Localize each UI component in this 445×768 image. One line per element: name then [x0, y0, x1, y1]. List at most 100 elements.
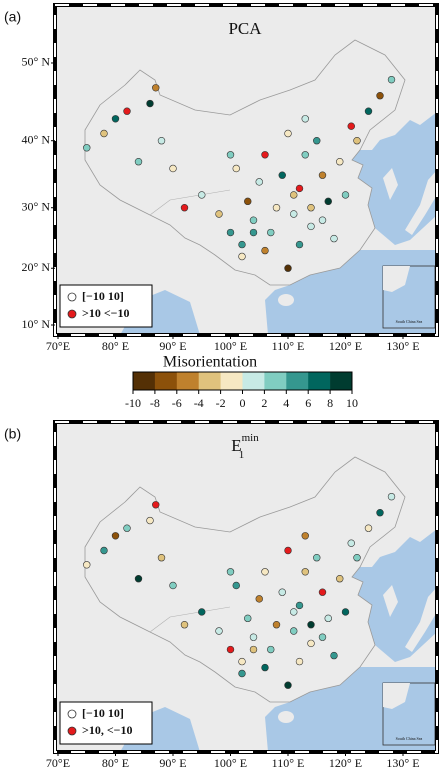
station: [278, 588, 286, 596]
station: [330, 234, 338, 243]
station: [364, 524, 373, 532]
station: [152, 84, 160, 92]
station: [157, 554, 166, 562]
station: [301, 115, 309, 123]
colorbar-tick-label: -6: [172, 396, 182, 410]
station: [146, 516, 154, 525]
station: [376, 92, 384, 100]
legend-marker: [67, 726, 77, 736]
lon-tick-label: 100° E: [214, 339, 247, 353]
station: [169, 164, 177, 173]
lon-tick-label: 80° E: [102, 756, 129, 768]
station: [249, 228, 258, 237]
station: [301, 151, 309, 159]
colorbar-bin: [198, 372, 221, 390]
station: [238, 240, 246, 249]
station: [353, 554, 361, 562]
station: [169, 581, 177, 590]
lat-tick-label: 10° N: [22, 317, 51, 331]
station: [376, 509, 384, 517]
station: [347, 122, 355, 130]
station: [307, 621, 315, 629]
station: [198, 608, 206, 616]
colorbar-tick-label: 6: [305, 396, 311, 410]
station: [290, 191, 298, 199]
station: [111, 115, 120, 123]
lon-tick-label: 90° E: [159, 756, 186, 768]
station: [100, 546, 108, 555]
lon-tick-label: 100° E: [214, 756, 247, 768]
station: [353, 137, 361, 145]
station: [255, 595, 263, 603]
station: [272, 204, 281, 212]
station: [238, 669, 246, 678]
station: [238, 252, 246, 261]
station: [341, 191, 350, 199]
legend-label: >10 <−10: [82, 306, 130, 320]
station: [180, 204, 189, 212]
lat-tick-label: 30° N: [22, 199, 51, 213]
station: [284, 264, 292, 272]
station: [318, 588, 327, 596]
title-text: PCA: [228, 19, 262, 38]
legend-box: [59, 284, 153, 328]
station: [318, 171, 327, 179]
station: [284, 681, 292, 689]
station: [347, 539, 355, 547]
station: [336, 574, 344, 583]
colorbar-tick-label: -8: [150, 396, 160, 410]
station: [244, 197, 252, 206]
panel-title: PCA: [228, 19, 262, 38]
lon-tick-label: 110° E: [272, 339, 305, 353]
station: [215, 210, 223, 218]
station: [232, 581, 240, 590]
station: [215, 627, 223, 635]
station: [238, 657, 246, 666]
lon-tick-label: 120° E: [329, 339, 362, 353]
colorbar-tick-label: 10: [346, 396, 358, 410]
station: [123, 107, 131, 115]
station: [307, 639, 315, 648]
station: [226, 568, 235, 576]
station: [123, 524, 131, 532]
station: [226, 151, 235, 159]
colorbar-tick-label: -4: [194, 396, 204, 410]
station: [146, 99, 154, 108]
station: [364, 107, 373, 115]
station: [387, 492, 396, 501]
station: [295, 657, 304, 666]
inset-label: South China Sea: [396, 736, 423, 741]
station: [134, 157, 143, 166]
colorbar-bin: [176, 372, 199, 390]
station: [134, 574, 143, 583]
colorbar-bin: [264, 372, 287, 390]
station: [313, 137, 321, 145]
station: [330, 651, 338, 660]
lon-tick-label: 130° E: [386, 756, 419, 768]
colorbar-bin: [330, 372, 353, 390]
lat-tick-label: 20° N: [22, 260, 51, 274]
colorbar-tick-label: 8: [327, 396, 333, 410]
station: [261, 151, 269, 159]
lat-tick-label: 40° N: [22, 132, 51, 146]
colorbar-tick-label: 2: [261, 396, 267, 410]
station: [278, 171, 286, 179]
panel-label: (b): [4, 426, 21, 442]
station: [198, 191, 206, 199]
station: [226, 645, 235, 654]
station: [295, 184, 304, 193]
legend-label: [−10 10]: [82, 289, 124, 303]
lon-tick-label: 70°E: [46, 339, 70, 353]
colorbar-tick-label: -10: [125, 396, 141, 410]
station: [272, 621, 281, 629]
station: [111, 532, 120, 540]
station: [307, 204, 315, 212]
lon-tick-label: 90° E: [159, 339, 186, 353]
legend-label: >10, <−10: [82, 723, 133, 737]
colorbar-tick-label: 0: [240, 396, 246, 410]
lat-tick-label: 50° N: [22, 55, 51, 69]
station: [267, 228, 275, 237]
station: [249, 216, 258, 224]
station: [249, 633, 258, 641]
